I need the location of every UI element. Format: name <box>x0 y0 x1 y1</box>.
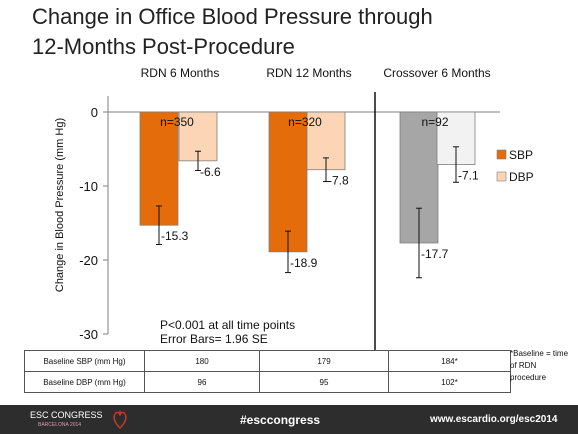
y-axis-title: Change in Blood Pressure (mm Hg) <box>54 118 66 292</box>
baseline-footnote: *Baseline = time of RDN procedure <box>510 349 569 382</box>
significance-note: P<0.001 at all time points <box>160 318 296 332</box>
sbp-1-bar <box>268 111 308 253</box>
table-cell: 96 <box>144 371 260 393</box>
table-cell: 180 <box>144 350 260 372</box>
esc-heart-logo-icon <box>113 410 127 430</box>
table-cell: 95 <box>259 371 389 393</box>
group-label-rdn-6: RDN 6 Months <box>140 66 220 80</box>
y-tick-label: -20 <box>79 253 98 268</box>
error-bar-note: Error Bars= 1.96 SE <box>160 332 268 346</box>
sbp-2-value-label: -17.7 <box>421 247 449 261</box>
table-cell: 184* <box>388 350 511 372</box>
table-row-baseline-sbp: Baseline SBP (mm Hg) 180 179 184* <box>24 350 511 372</box>
group-label-crossover-6: Crossover 6 Months <box>383 66 491 80</box>
footer-bar: ESC CONGRESS BARCELONA 2014 #esccongress… <box>0 405 578 434</box>
footer-hashtag: #esccongress <box>240 413 321 427</box>
sbp-1-value-label: -18.9 <box>290 256 318 270</box>
sbp-0-value-label: -15.3 <box>161 229 189 243</box>
table-row-baseline-dbp: Baseline DBP (mm Hg) 96 95 102* <box>24 371 511 393</box>
group-label-rdn-12: RDN 12 Months <box>266 66 352 80</box>
dbp-0-value-label: -6.6 <box>200 165 221 179</box>
slide-title-line-2: 12-Months Post-Procedure <box>32 34 295 59</box>
footer-city-label: BARCELONA 2014 <box>38 422 82 428</box>
n-label: n=320 <box>288 115 322 129</box>
table-cell: 179 <box>259 350 389 372</box>
table-cell: 102* <box>388 371 511 393</box>
footer-url-link[interactable]: www.escardio.org/esc2014 <box>430 414 558 425</box>
y-tick-label: -10 <box>79 179 98 194</box>
legend-swatch-sbp <box>496 149 507 160</box>
baseline-table: Baseline SBP (mm Hg) 180 179 184* Baseli… <box>24 350 511 393</box>
footer-congress-label: ESC CONGRESS <box>30 410 103 420</box>
dbp-2-value-label: -7.1 <box>458 169 479 183</box>
n-label: n=92 <box>421 115 448 129</box>
y-tick-label: 0 <box>91 105 98 120</box>
dbp-1-value-label: -7.8 <box>328 174 349 188</box>
legend-label-dbp: DBP <box>509 170 534 184</box>
table-cell-label: Baseline SBP (mm Hg) <box>24 350 145 372</box>
legend-swatch-dbp <box>496 171 507 182</box>
slide-title-line-1: Change in Office Blood Pressure through <box>32 4 433 29</box>
table-cell-label: Baseline DBP (mm Hg) <box>24 371 145 393</box>
y-tick-label: -30 <box>79 327 98 342</box>
n-label: n=350 <box>160 115 194 129</box>
legend-label-sbp: SBP <box>509 148 533 162</box>
bar-chart: 0 -10 -20 -30 Change in Blood Pressure (mm H… <box>54 92 534 350</box>
